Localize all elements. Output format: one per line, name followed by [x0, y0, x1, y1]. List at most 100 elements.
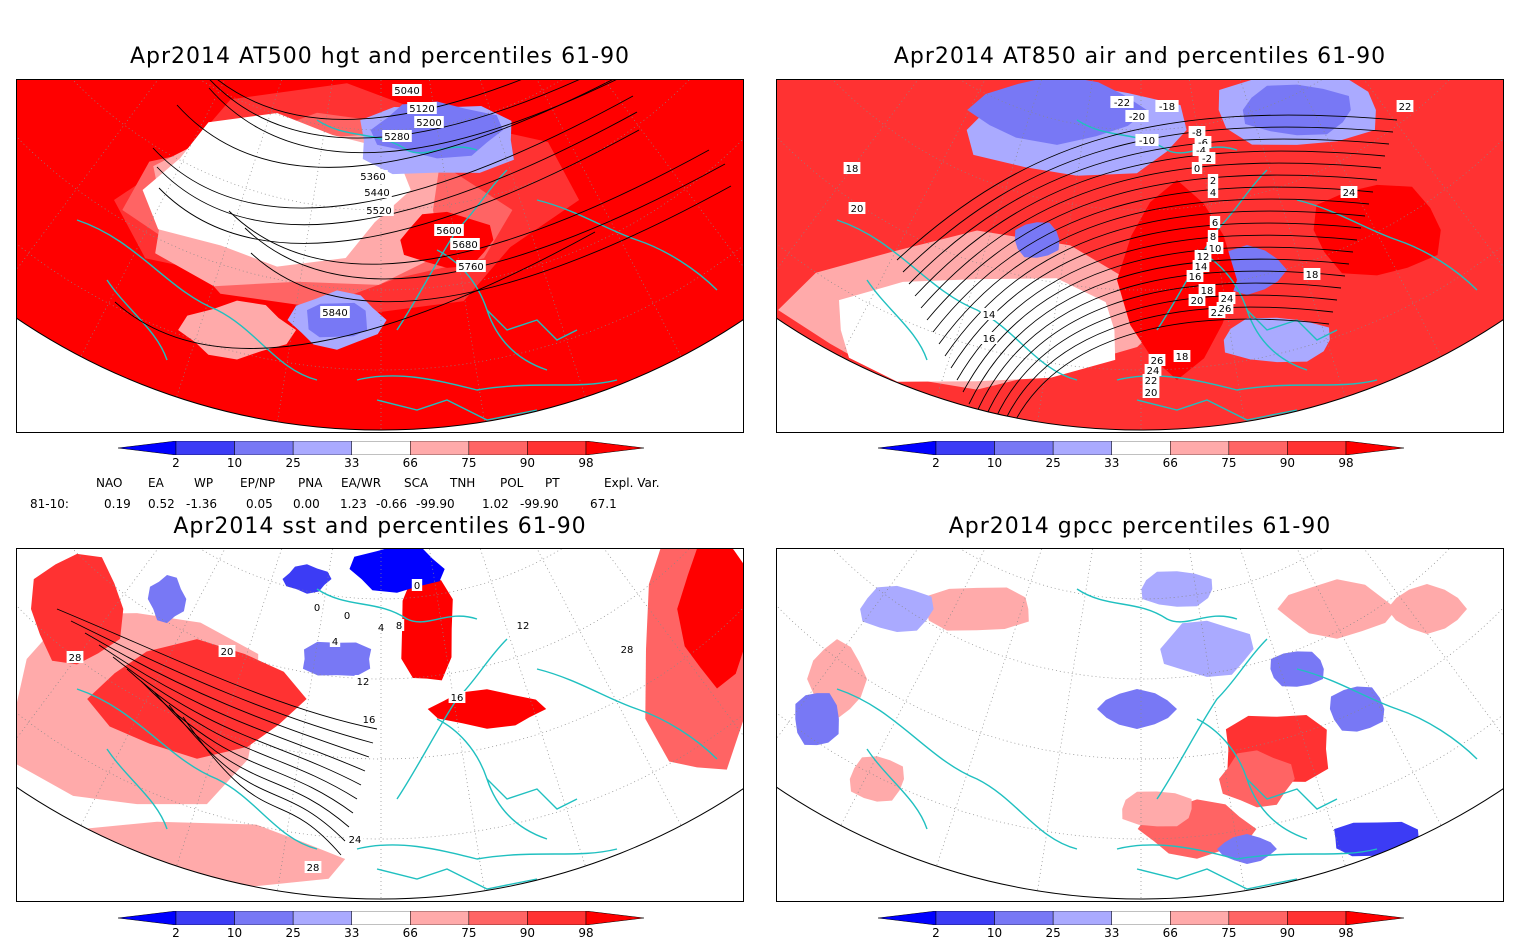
contour-label: 18 — [1176, 352, 1189, 363]
colorbar-swatches — [877, 910, 1405, 926]
contour-label: 2 — [1210, 176, 1216, 187]
coastline — [376, 868, 538, 890]
colorbar-tick-label: 33 — [344, 456, 360, 470]
longitude-gridline — [840, 80, 1022, 357]
percentile-area-98 — [401, 577, 453, 681]
index-value-wp: -1.36 — [186, 497, 218, 511]
map-boundary — [777, 786, 1503, 900]
index-header-epnp: EP/NP — [240, 476, 276, 490]
contour-label-bg — [375, 621, 387, 633]
colorbar-tick-label: 25 — [1045, 456, 1061, 470]
percentile-area-neutral — [142, 113, 411, 267]
coastline — [356, 844, 618, 860]
contour-line — [152, 95, 634, 209]
colorbar-tick-label: 10 — [986, 926, 1003, 940]
colorbar-tick-label: 98 — [578, 926, 594, 940]
index-header-pol: POL — [500, 476, 524, 490]
contour-label: 5440 — [364, 188, 389, 199]
precip-percentile-patch — [1141, 571, 1213, 607]
contour-label-bg — [434, 224, 464, 236]
contour-label-bg — [346, 833, 364, 845]
colorbar-tick-label: 75 — [1221, 926, 1237, 940]
colorbar-swatches — [877, 440, 1405, 456]
longitude-gridline — [422, 80, 485, 422]
contour-line — [932, 186, 1374, 333]
coastline — [486, 309, 578, 341]
contour-label: -4 — [1196, 146, 1206, 157]
colorbar-swatch — [1287, 910, 1347, 926]
panel-title-gpcc: Apr2014 gpcc percentiles 61-90 — [948, 514, 1332, 539]
colorbar-tick-label: 66 — [1162, 926, 1178, 940]
contour-label-bg — [1396, 100, 1414, 112]
colorbar-tick-label: 75 — [1221, 456, 1237, 470]
coastline — [866, 279, 928, 361]
contour-line — [112, 656, 362, 786]
contour-label-bg — [414, 116, 444, 128]
contour-label: 5360 — [360, 172, 385, 183]
contour-label: 20 — [1145, 388, 1158, 399]
contour-label-bg — [1142, 374, 1160, 386]
contour-line — [920, 162, 1382, 309]
colorbar-low-arrow — [117, 440, 177, 456]
colorbar-swatch — [1170, 910, 1230, 926]
contour-label-bg — [1186, 270, 1204, 282]
map-gpcc — [776, 548, 1504, 902]
contour-line — [926, 174, 1378, 321]
colorbar-tick-label: 98 — [1338, 456, 1354, 470]
contour-label-bg — [450, 238, 480, 250]
contour-line — [902, 126, 1394, 273]
percentile-area-25 — [370, 101, 503, 159]
percentile-area-25 — [147, 575, 187, 624]
colorbar-swatch — [935, 440, 995, 456]
percentile-area-98 — [400, 211, 494, 268]
contour-label: 24 — [1221, 294, 1234, 305]
colorbar-swatch — [468, 440, 528, 456]
colorbar-swatch — [292, 440, 352, 456]
contour-label: 24 — [349, 835, 362, 846]
contour-label: 14 — [983, 310, 996, 321]
percentile-area-98 — [677, 549, 743, 689]
contour-label-bg — [218, 645, 236, 657]
coastline — [1246, 309, 1338, 341]
contour-label-bg — [1110, 96, 1134, 108]
contour-label: 5680 — [452, 240, 477, 251]
percentile-area-98 — [1313, 184, 1441, 276]
contour-label: -6 — [1198, 138, 1208, 149]
coastline — [106, 279, 168, 361]
map-air850: -22-18-20-10-8-6-4-202468101214161820222… — [776, 79, 1504, 433]
colorbar-tick-label: 2 — [172, 456, 180, 470]
coastline — [1136, 868, 1298, 890]
contour-label: -10 — [1139, 136, 1155, 147]
coastline — [1116, 844, 1378, 860]
coastline — [866, 748, 928, 830]
contour-label: 16 — [983, 334, 996, 345]
percentile-area-neutral — [839, 278, 1116, 382]
contour-label: 5520 — [366, 206, 391, 217]
map-air850-canvas: -22-18-20-10-8-6-4-202468101214161820222… — [777, 80, 1503, 431]
colorbar-low-arrow — [117, 910, 177, 926]
contour-label: 18 — [1306, 270, 1319, 281]
contour-label-bg — [448, 691, 466, 703]
map-air850-layer: -22-18-20-10-8-6-4-202468101214161820222… — [777, 80, 1503, 430]
longitude-gridline — [936, 549, 1060, 867]
index-header-pna: PNA — [298, 476, 323, 490]
contour-line — [250, 185, 732, 303]
contour-label: -18 — [1159, 102, 1175, 113]
contour-label: 14 — [1195, 262, 1208, 273]
contour-line — [158, 129, 640, 244]
colorbar-swatch — [175, 910, 235, 926]
colorbar-tick-label: 33 — [344, 926, 360, 940]
contour-label-bg — [1155, 100, 1179, 112]
contour-label-bg — [1125, 110, 1149, 122]
precip-percentile-patch — [1277, 579, 1397, 639]
colorbar-tick-label: 90 — [519, 926, 536, 940]
contour-label-bg — [1340, 186, 1358, 198]
contour-label: 0 — [344, 611, 350, 622]
longitude-gridline — [277, 80, 340, 422]
contour-label-bg — [382, 130, 412, 142]
colorbar-2: 2 10 25 33 66 75 90 98 — [877, 440, 1405, 470]
longitude-gridline — [1260, 80, 1442, 357]
colorbar-3: 2 10 25 33 66 75 90 98 — [117, 910, 645, 940]
contour-label: 12 — [1197, 252, 1210, 263]
index-header-tnh: TNH — [450, 476, 476, 490]
